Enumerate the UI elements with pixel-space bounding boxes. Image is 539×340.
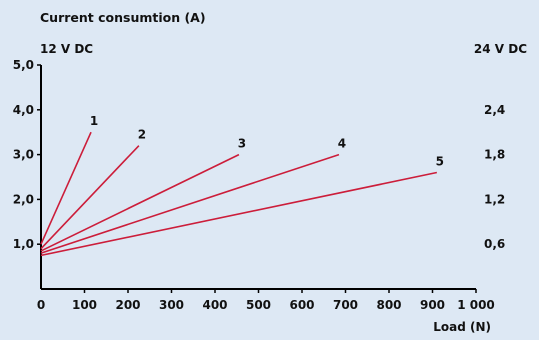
series-line-5	[40, 171, 438, 257]
series-line-1	[40, 131, 92, 245]
series-line-2	[40, 145, 140, 250]
series-line-4	[40, 153, 340, 254]
right-y-tick-label: 1,2	[484, 192, 505, 206]
x-tick-label: 1 000	[457, 298, 495, 312]
left-y-tick-label: 2,0	[13, 192, 34, 206]
left-y-tick-label: 1,0	[13, 237, 34, 251]
left-axis-label: 12 V DC	[40, 42, 93, 56]
series-line-3	[40, 153, 240, 252]
tick-labels: 0 100 200 300 400 500 600 700 800 900 1 000 1,0 2,0 3…	[13, 58, 506, 312]
series-label-4: 4	[338, 137, 346, 151]
left-y-tick-label: 5,0	[13, 58, 34, 72]
axes	[37, 64, 477, 293]
series-label-5: 5	[436, 155, 444, 169]
right-y-tick-label: 0,6	[484, 237, 505, 251]
right-y-tick-label: 2,4	[484, 103, 505, 117]
left-y-tick-label: 4,0	[13, 103, 34, 117]
x-tick-label: 800	[376, 298, 401, 312]
x-tick-label: 600	[289, 298, 314, 312]
x-tick-label: 400	[202, 298, 227, 312]
x-tick-label: 300	[159, 298, 184, 312]
chart-title: Current consumtion (A)	[40, 10, 206, 25]
series-label-1: 1	[90, 114, 98, 128]
x-tick-label: 100	[72, 298, 97, 312]
x-tick-label: 700	[333, 298, 358, 312]
series-label-3: 3	[238, 137, 246, 151]
x-tick-label: 500	[246, 298, 271, 312]
series-label-2: 2	[138, 128, 146, 142]
x-axis-label: Load (N)	[433, 320, 491, 334]
x-tick-label: 900	[420, 298, 445, 312]
x-tick-label: 0	[37, 298, 45, 312]
right-axis-label: 24 V DC	[474, 42, 527, 56]
series-lines: 1 2 3 4 5	[40, 114, 444, 257]
left-y-tick-label: 3,0	[13, 148, 34, 162]
right-y-tick-label: 1,8	[484, 148, 505, 162]
x-tick-label: 200	[115, 298, 140, 312]
